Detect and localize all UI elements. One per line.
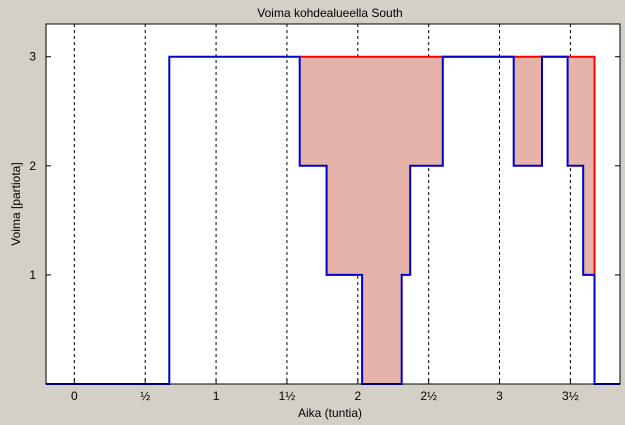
x-tick-label-3: 1½	[279, 389, 296, 403]
y-tick-label-2: 3	[29, 50, 36, 64]
series-line-actual	[46, 55, 620, 385]
x-tick-label-0: 0	[71, 389, 78, 403]
x-tick-label-5: 2½	[420, 389, 437, 403]
x-axis-label: Aika (tuntia)	[298, 406, 362, 420]
x-tick-label-1: ½	[140, 389, 150, 403]
x-tick-label-2: 1	[213, 389, 220, 403]
deficit-area-0	[299, 56, 443, 384]
axis-ticks: 0 ½ 1 1½ 2 2½ 3 3½ 1 2 3	[29, 50, 620, 403]
y-axis-label: Voima [partiota]	[9, 162, 23, 245]
y-tick-label-0: 1	[29, 268, 36, 282]
x-tick-label-7: 3½	[562, 389, 579, 403]
plot-frame	[45, 23, 621, 385]
y-tick-label-1: 2	[29, 159, 36, 173]
series-lines	[46, 55, 620, 385]
chart-title: Voima kohdealueella South	[257, 6, 402, 20]
x-tick-label-4: 2	[354, 389, 361, 403]
x-tick-label-6: 3	[496, 389, 503, 403]
deficit-area-1	[513, 56, 542, 166]
